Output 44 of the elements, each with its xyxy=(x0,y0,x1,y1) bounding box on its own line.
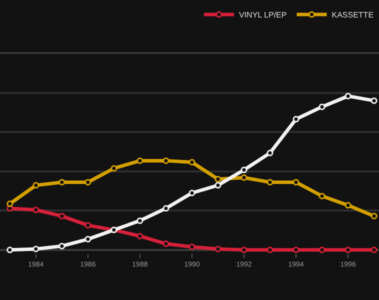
point xyxy=(214,246,222,252)
point xyxy=(136,217,144,224)
point xyxy=(58,178,66,186)
point xyxy=(58,212,66,220)
point xyxy=(58,242,66,250)
point xyxy=(110,165,118,172)
point xyxy=(344,92,352,100)
point xyxy=(266,178,274,186)
point xyxy=(370,246,378,254)
point xyxy=(32,206,40,214)
point xyxy=(214,182,222,189)
point xyxy=(84,222,92,229)
point xyxy=(162,240,170,248)
point xyxy=(188,158,196,166)
point xyxy=(6,246,14,254)
point xyxy=(370,212,378,220)
point xyxy=(136,232,144,240)
point xyxy=(240,174,248,181)
point xyxy=(32,246,40,252)
point xyxy=(84,236,92,242)
point xyxy=(32,182,40,189)
point xyxy=(318,192,326,200)
point xyxy=(266,150,274,156)
point xyxy=(188,244,196,250)
point xyxy=(292,116,300,122)
point xyxy=(266,246,274,254)
point xyxy=(292,246,300,254)
point xyxy=(162,157,170,164)
point xyxy=(162,205,170,212)
point xyxy=(240,246,248,254)
point xyxy=(6,200,14,208)
legend-label: VINYL LP/EP xyxy=(239,10,287,20)
point xyxy=(318,246,326,254)
point xyxy=(370,97,378,104)
point xyxy=(214,176,222,182)
point xyxy=(136,157,144,164)
legend-label: KASSETTE xyxy=(332,10,374,20)
point xyxy=(292,178,300,186)
point xyxy=(84,178,92,186)
point xyxy=(188,190,196,196)
point xyxy=(318,104,326,110)
point xyxy=(240,166,248,174)
point xyxy=(344,246,352,254)
point xyxy=(344,202,352,209)
